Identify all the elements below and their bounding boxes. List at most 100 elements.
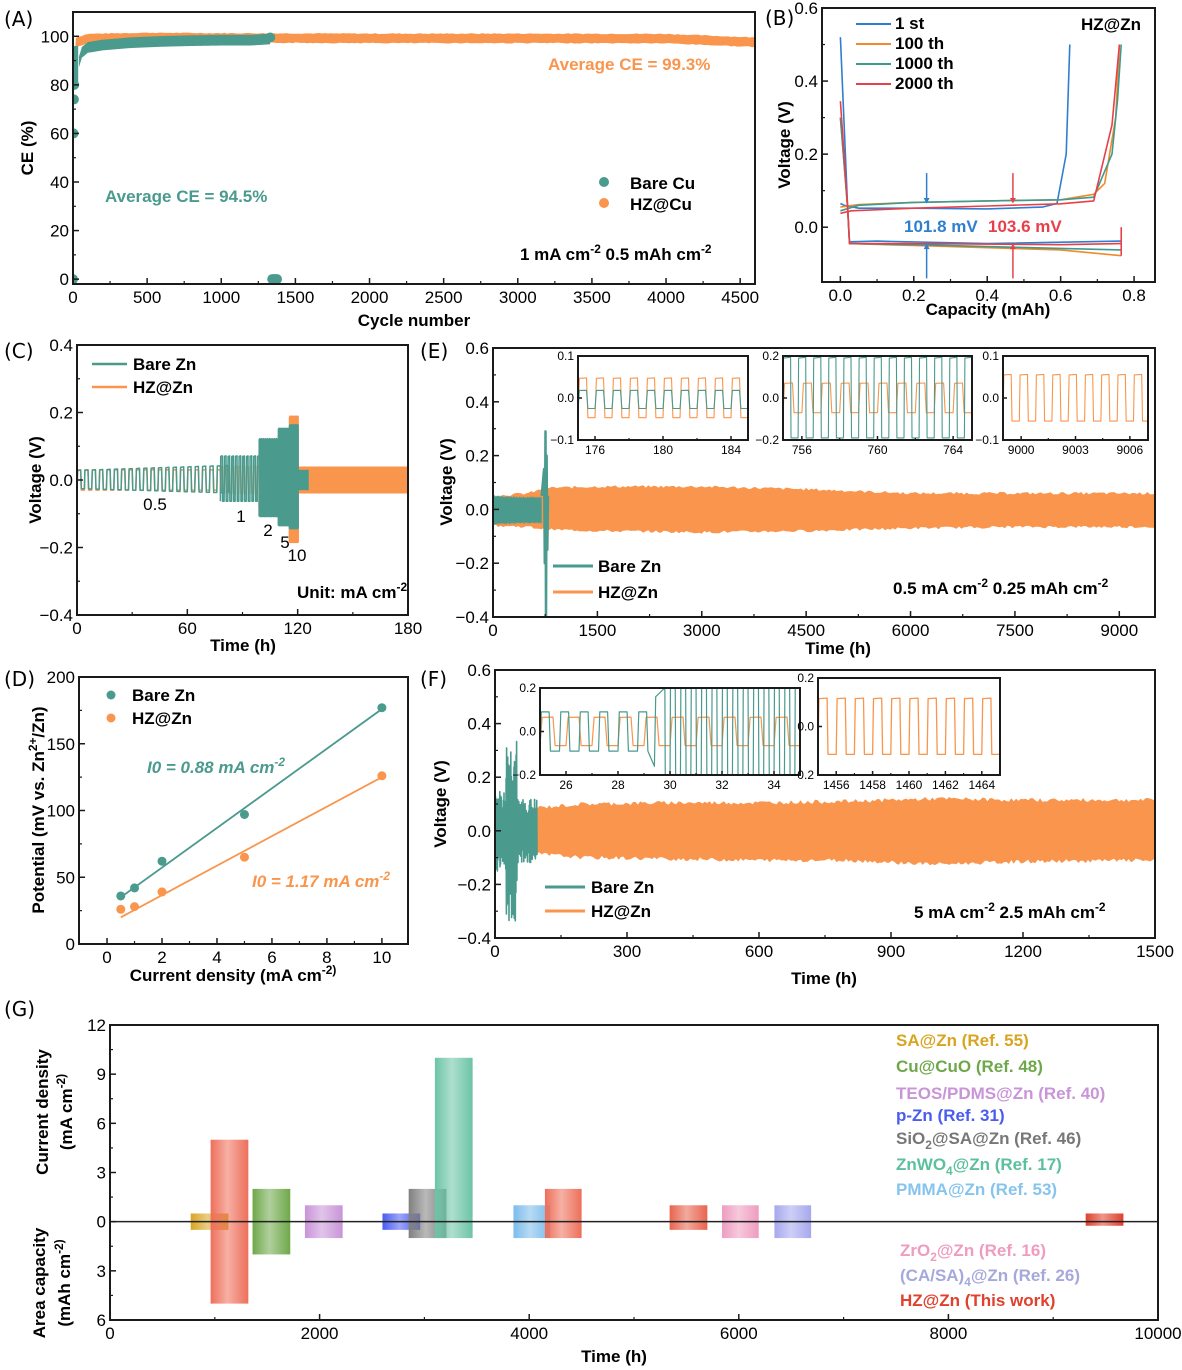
x-tick-label-A: 1500	[276, 288, 314, 307]
plot-area-A	[73, 32, 755, 284]
y-axis-label-B: Voltage (V)	[775, 101, 794, 189]
y-axis-label-top-units-G: (mA cm-2)​	[54, 1074, 76, 1150]
legend-entry-G-4-part: SiO	[896, 1129, 925, 1148]
y-axis-label-D-sup: 2+	[26, 738, 40, 752]
y-axis-label-bottom-units-G: (mAh cm-2)​	[52, 1239, 74, 1326]
x-tick-label-E: 3000	[683, 621, 721, 640]
y-tick-label-E: 0.2	[465, 447, 489, 466]
y-axis-label-top-units-G-sup: -2)	[54, 1074, 68, 1089]
x-tick-label-D: 2	[157, 948, 166, 967]
y-tick-label-A: 40	[50, 173, 69, 192]
legend-entry-G-8-part: @Zn (Ref. 26)	[971, 1266, 1080, 1285]
series-bare-zn-step-4	[288, 424, 299, 530]
y-tick-label-G: 0	[97, 1213, 106, 1232]
bar-red-bar-2	[544, 1188, 582, 1239]
x-tick-label-E0-inset: 176	[585, 443, 605, 457]
annotation-overpotential-1: 101.8 mV	[904, 217, 978, 236]
panel-E0: 176 180 184 −0.1 0.0 0.1	[550, 349, 749, 457]
y-tick-label-E2-inset: −0.1	[975, 433, 999, 447]
y-tick-label-F: −0.2	[457, 875, 491, 894]
panel-label-D: (D)	[4, 667, 35, 691]
legend-entry-G-7-sub: 2	[930, 1250, 937, 1264]
annotation-unit-C-sup: -2	[397, 580, 408, 594]
series-bare-zn-band	[297, 469, 309, 491]
inset-hz-trace	[818, 697, 1000, 756]
x-tick-label-E1-inset: 764	[943, 443, 963, 457]
x-tick-label-F: 0	[490, 942, 499, 961]
annotation-hz-zn-B: HZ@Zn	[1081, 15, 1141, 34]
panel-label-G: (G)	[4, 997, 35, 1021]
legend-entry-G-5: ZnWO4​@Zn (Ref. 17)	[896, 1155, 1062, 1178]
legend-entry-G-1: Cu@CuO (Ref. 48)	[896, 1057, 1043, 1076]
annotation-i0-hz-sup: -2	[379, 869, 390, 883]
data-point-0	[130, 883, 140, 893]
panel-F1: 1456 1458 1460 1462 1464 −0.2 0.0 0.2	[790, 671, 1001, 792]
panel-label-F: (F)	[420, 667, 447, 691]
series-bare-zn-step-2	[258, 437, 282, 518]
x-axis-label-F: Time (h)	[791, 969, 857, 988]
legend-entry-G-2-part: TEOS/PDMS@Zn (Ref. 40)	[896, 1084, 1105, 1103]
legend-entry-G-0-part: SA@Zn (Ref. 55)	[896, 1031, 1029, 1050]
arrow-head-up-0	[923, 243, 930, 250]
y-tick-label-E1-inset: −0.2	[755, 433, 779, 447]
data-point-0	[116, 891, 126, 901]
x-tick-label-C: 120	[283, 619, 311, 638]
y-axis-label-D: Potential (mV vs. Zn2+​/Zn)	[26, 706, 48, 913]
series-bare-zn-F	[495, 740, 538, 922]
rate-label-0: 0.5	[143, 495, 167, 514]
x-tick-label-C: 60	[178, 619, 197, 638]
y-tick-label-G: 12	[87, 1016, 106, 1035]
y-tick-label-G: 9	[97, 1065, 106, 1084]
inset-bare-trace	[540, 688, 800, 775]
arrow-head-down-0	[923, 197, 930, 204]
panel-F0: 26 28 30 32 34 −0.2 0.0 0.2	[512, 681, 801, 792]
x-tick-label-A: 500	[133, 288, 161, 307]
series-hz-zn-step-0	[77, 468, 230, 491]
x-tick-label-E: 4500	[787, 621, 825, 640]
plot-area-B	[839, 37, 1123, 279]
x-tick-label-D: 6	[267, 948, 276, 967]
series-bare-cu-band	[78, 33, 271, 68]
x-tick-label-E0-inset: 184	[721, 443, 741, 457]
y-tick-label-B: 0.6	[794, 0, 818, 18]
annotation-i0-hz-part: I0 = 1.17 mA cm	[252, 872, 379, 891]
inset-bg-E1	[783, 356, 972, 440]
x-tick-label-G: 2000	[301, 1324, 339, 1343]
data-point-0	[377, 703, 387, 713]
inset-bg-E2	[1003, 356, 1148, 440]
panel-F: 0 300 600 900 1200 1500 −0.4 −0.2 0.0 0.2 0.4 0.6 Ti…	[431, 661, 1174, 988]
y-tick-label-D: 50	[56, 868, 75, 887]
y-tick-label-E: 0.0	[465, 500, 489, 519]
legend-label-B-1: 100 th	[895, 34, 944, 53]
y-tick-label-F0-inset: 0.0	[519, 725, 536, 739]
x-tick-label-F0-inset: 30	[663, 778, 677, 792]
annotation-conditions-F-part: 2.5 mAh cm	[995, 903, 1095, 922]
legend-label-D-1: HZ@Zn	[132, 709, 192, 728]
y-tick-label-F: 0.2	[467, 768, 491, 787]
y-tick-label-E: 0.6	[465, 339, 489, 358]
series-0-charge	[840, 44, 1071, 210]
series-bare-zn-step-0	[77, 464, 230, 494]
y-axis-label-top-units-G-part: (mA cm	[57, 1088, 76, 1150]
y-tick-label-G: 6	[97, 1311, 106, 1330]
x-tick-label-C: 0	[72, 619, 81, 638]
annotation-unit-C-part: Unit: mA cm	[297, 583, 397, 602]
y-tick-label-C: −0.4	[39, 606, 73, 625]
y-tick-label-E0-inset: 0.1	[557, 349, 574, 363]
x-tick-label-F0-inset: 28	[611, 778, 625, 792]
y-tick-label-A: 80	[50, 76, 69, 95]
y-axis-label-bottom-units-G-part: (mAh cm	[55, 1254, 74, 1327]
x-tick-label-B: 0.6	[1049, 286, 1073, 305]
x-tick-label-D: 0	[102, 948, 111, 967]
annotation-i0-bare-part: I0 = 0.88 mA cm	[147, 758, 274, 777]
x-tick-label-E2-inset: 9006	[1117, 443, 1144, 457]
x-tick-label-A: 2500	[425, 288, 463, 307]
series-hz-zn-band-E	[493, 485, 1155, 534]
panel-E: 0 1500 3000 4500 6000 7500 9000 −0.4 −0.2 0.0 0.2 0…	[437, 339, 1156, 658]
legend-marker-hz-cu	[599, 198, 609, 208]
legend-label-F-0: Bare Zn	[591, 878, 654, 897]
legend-label-B-2: 1000 th	[895, 54, 954, 73]
inset-bare-trace	[578, 389, 748, 410]
annotation-conditions-F-part: 5 mA cm	[914, 903, 984, 922]
